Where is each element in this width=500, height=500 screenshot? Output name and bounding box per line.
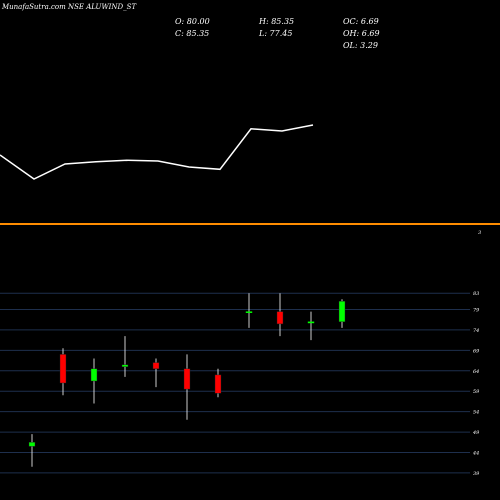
candle-body: [90, 368, 98, 382]
candle-body: [28, 442, 36, 447]
y-tick-label: 49: [472, 430, 480, 436]
low-readout: L: 77.45: [259, 29, 293, 38]
candle-body: [307, 321, 315, 324]
high-readout: H: 85.35: [259, 17, 295, 26]
candle: [245, 293, 253, 328]
divider-label: 3: [478, 230, 481, 236]
y-tick-label: 79: [473, 308, 480, 314]
candle: [276, 293, 284, 337]
candlestick-panel: [28, 293, 346, 467]
candle-body: [121, 364, 129, 367]
candle-body: [276, 311, 284, 325]
candle: [307, 311, 315, 341]
oc-readout: OC: 6.69: [343, 17, 379, 26]
candle-body: [214, 374, 222, 394]
candle-body: [59, 354, 67, 384]
chart-title: MunafaSutra.com NSE ALUWIND_ST: [2, 3, 137, 11]
y-tick-label: 83: [473, 291, 479, 297]
y-tick-label: 69: [473, 348, 480, 354]
close-readout: C: 85.35: [175, 29, 210, 38]
grid-lines: [0, 292, 470, 474]
y-axis-ticks: 39 44 49 54 59 64 69 74 79 83: [472, 291, 480, 477]
y-tick-label: 39: [473, 471, 480, 477]
oh-readout: OH: 6.69: [343, 29, 380, 38]
candle-body: [245, 311, 253, 314]
candle-body: [183, 368, 191, 390]
candle: [152, 358, 160, 388]
candle: [121, 336, 129, 377]
y-tick-label: 54: [473, 410, 479, 416]
upper-line-panel: [0, 124, 314, 180]
candle: [28, 434, 36, 467]
candle: [59, 348, 67, 396]
candle: [90, 358, 98, 404]
candle: [338, 299, 346, 328]
price-line: [0, 124, 314, 180]
candle: [214, 368, 222, 398]
open-readout: O: 80.00: [175, 17, 210, 26]
ol-readout: OL: 3.29: [343, 41, 378, 50]
candle-body: [338, 301, 346, 322]
y-tick-label: 44: [472, 451, 479, 457]
y-tick-label: 74: [473, 328, 479, 334]
candle-body: [152, 362, 160, 369]
y-tick-label: 59: [473, 389, 480, 395]
y-tick-label: 64: [473, 369, 479, 375]
candle: [183, 354, 191, 420]
